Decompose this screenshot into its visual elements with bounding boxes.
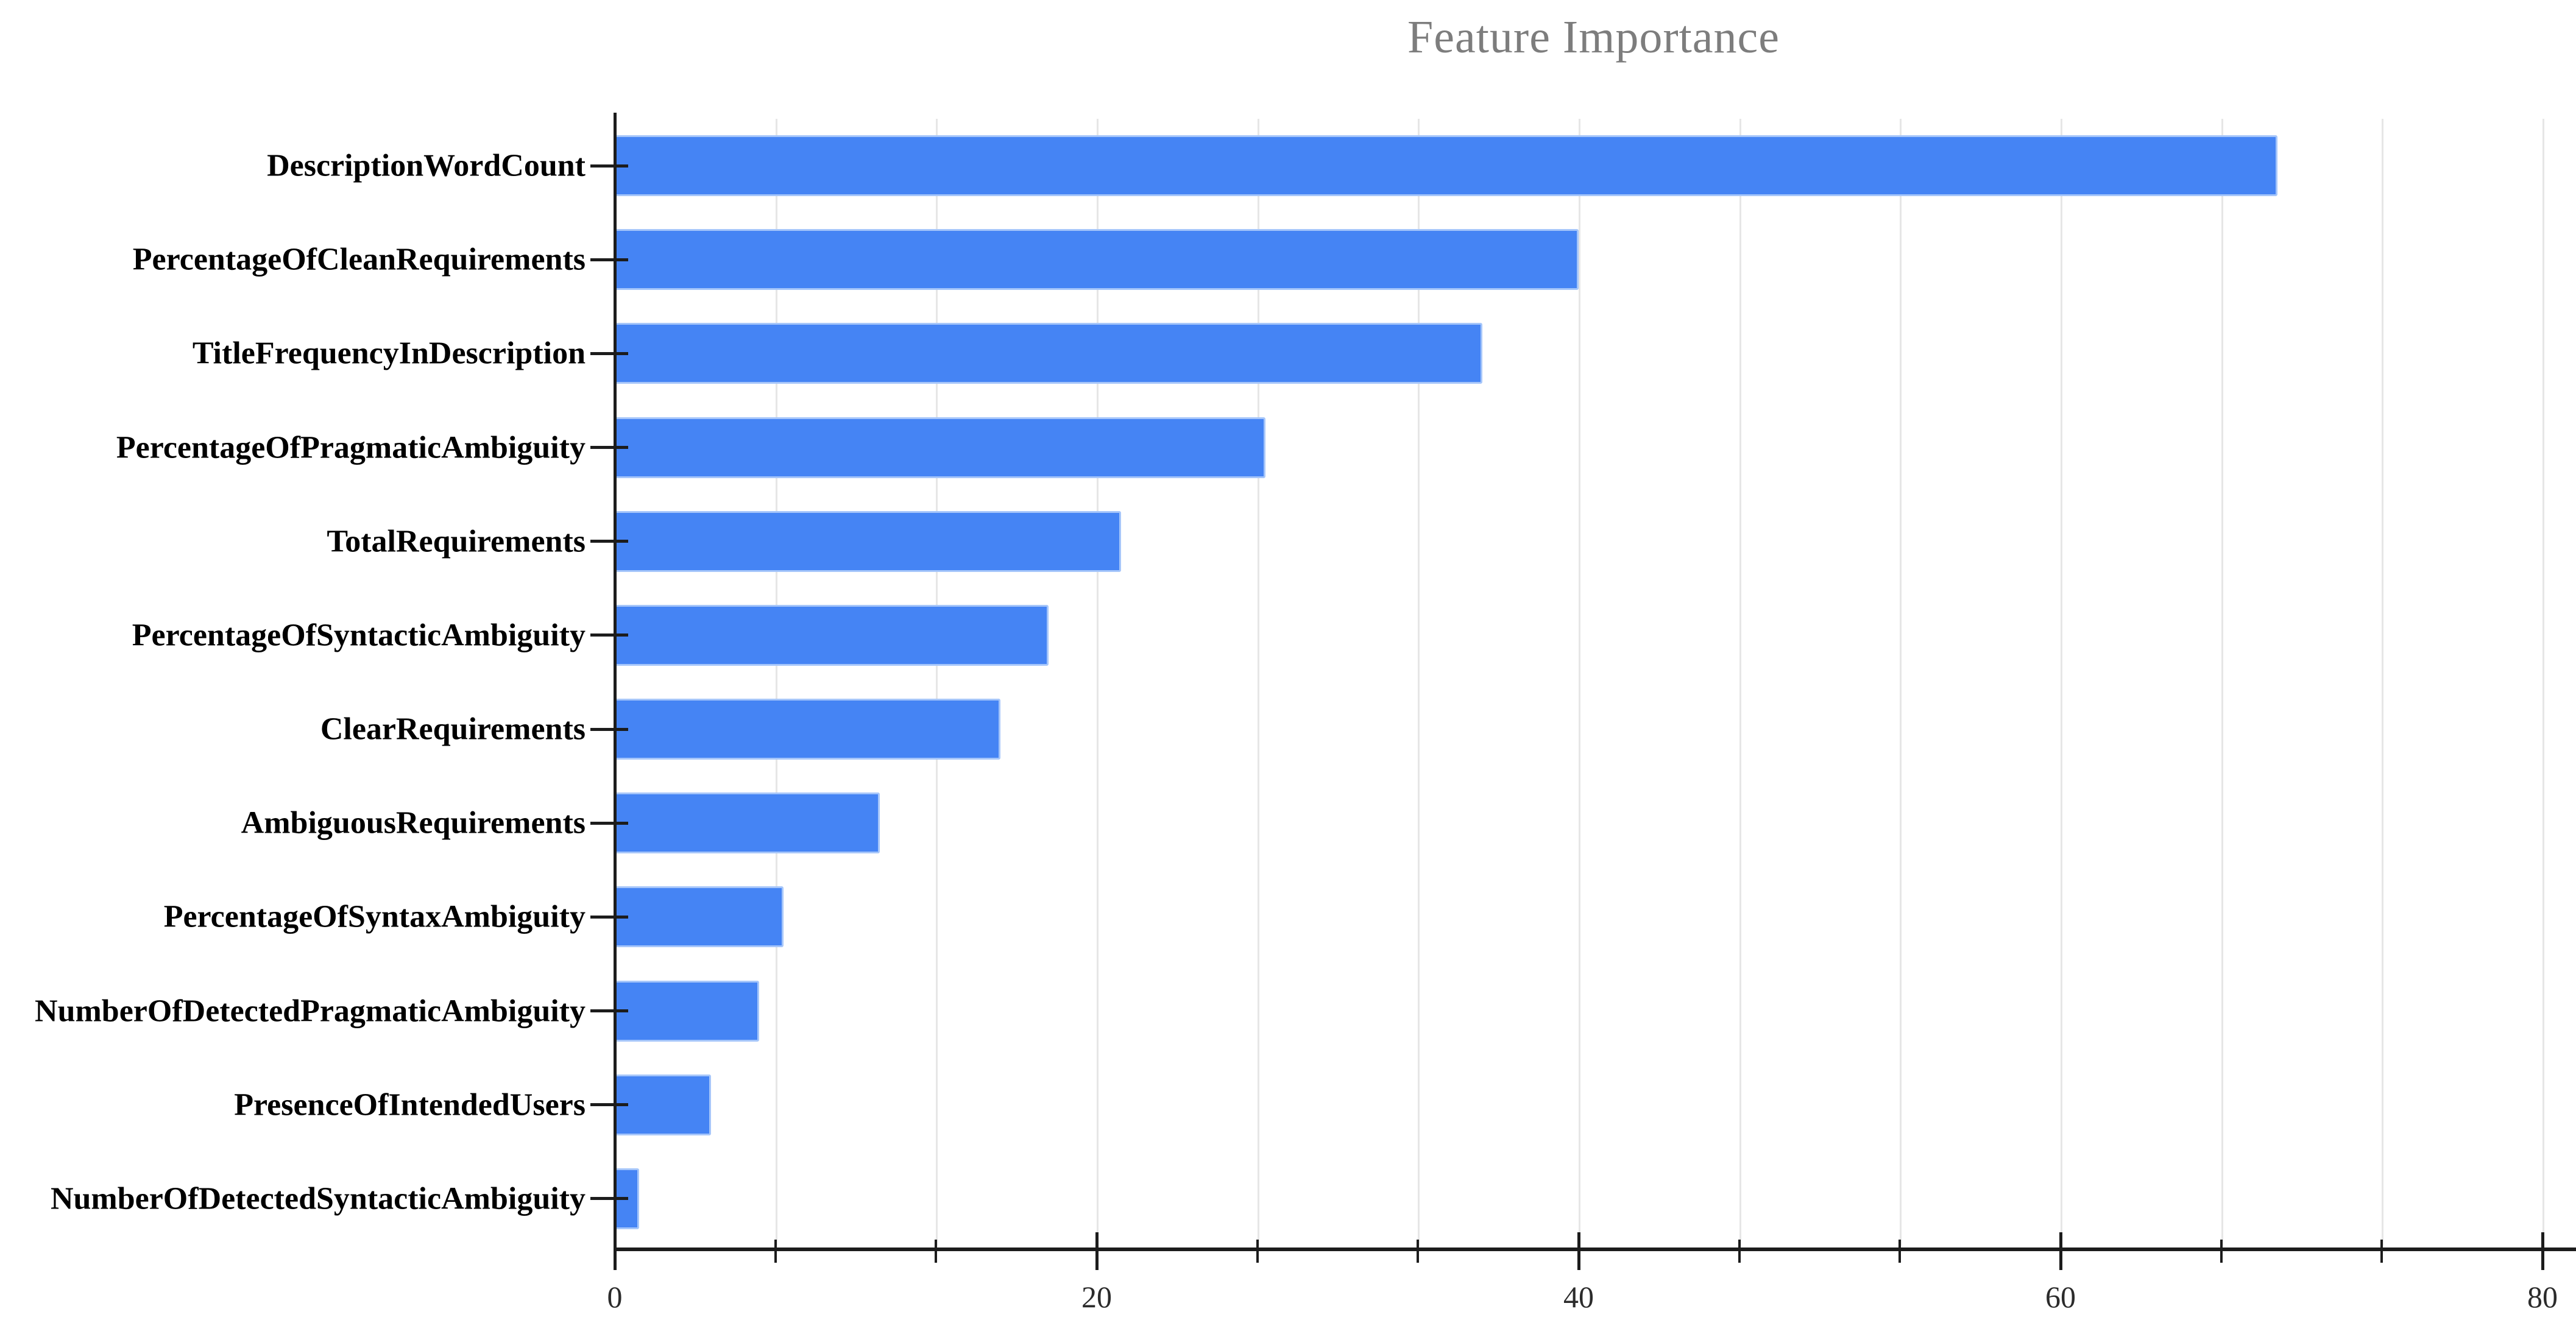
gridline [2061, 119, 2062, 1246]
x-axis-tick-label: 60 [2045, 1280, 2076, 1314]
gridline [936, 119, 938, 1246]
x-axis-minor-tick [2380, 1240, 2383, 1263]
x-axis-major-tick [614, 1232, 617, 1270]
x-axis-minor-tick [774, 1240, 777, 1263]
y-axis-line [614, 113, 617, 1253]
x-axis-major-tick [2541, 1232, 2545, 1270]
chart-title: Feature Importance [1407, 12, 1780, 63]
gridline [2382, 119, 2384, 1246]
gridline [775, 119, 777, 1246]
x-axis-minor-tick [1898, 1240, 1902, 1263]
bar [615, 510, 1121, 572]
gridline [1900, 119, 1902, 1246]
category-label: NumberOfDetectedSyntacticAmbiguity [50, 1181, 586, 1216]
bar [615, 980, 760, 1042]
y-axis-tick [590, 727, 628, 731]
bar [615, 229, 1579, 291]
category-label: DescriptionWordCount [267, 148, 586, 183]
category-label: TotalRequirements [327, 524, 586, 559]
x-axis-minor-tick [935, 1240, 938, 1263]
gridline [1257, 119, 1259, 1246]
y-axis-tick [590, 915, 628, 919]
y-axis-tick [590, 351, 628, 355]
x-axis-tick-label: 0 [607, 1280, 623, 1314]
gridline [2542, 119, 2545, 1246]
x-axis-minor-tick [1738, 1240, 1741, 1263]
bar [615, 699, 1000, 760]
y-axis-tick [590, 446, 628, 450]
x-axis-tick-label: 20 [1081, 1280, 1112, 1314]
y-axis-tick [590, 1103, 628, 1107]
bar [615, 1074, 712, 1135]
y-axis-tick [590, 1197, 628, 1201]
y-axis-tick [590, 633, 628, 637]
x-axis-tick-label: 80 [2527, 1280, 2558, 1314]
category-label: PercentageOfSyntaxAmbiguity [163, 899, 586, 934]
gridline [2221, 119, 2223, 1246]
y-axis-tick [590, 1009, 628, 1013]
bar [615, 792, 880, 854]
y-axis-tick [590, 540, 628, 543]
category-label: ClearRequirements [320, 711, 586, 747]
category-label: NumberOfDetectedPragmaticAmbiguity [35, 993, 586, 1029]
x-axis-major-tick [1577, 1232, 1580, 1270]
category-label: PercentageOfCleanRequirements [132, 242, 586, 277]
x-axis-minor-tick [2220, 1240, 2223, 1263]
x-axis-major-tick [1095, 1232, 1099, 1270]
gridline [1418, 119, 1420, 1246]
gridline [1579, 119, 1580, 1246]
bar [615, 323, 1482, 384]
bar [615, 886, 784, 948]
category-label: TitleFrequencyInDescription [192, 336, 586, 371]
x-axis-major-tick [2059, 1232, 2062, 1270]
bar [615, 604, 1049, 666]
category-label: AmbiguousRequirements [241, 805, 586, 841]
gridline [1097, 119, 1099, 1246]
bar [615, 135, 2277, 197]
x-axis-minor-tick [1256, 1240, 1259, 1263]
category-label: PresenceOfIntendedUsers [234, 1087, 586, 1123]
x-axis-line [614, 1248, 2576, 1251]
category-label: PercentageOfSyntacticAmbiguity [132, 618, 586, 653]
category-label: PercentageOfPragmaticAmbiguity [116, 430, 586, 465]
bar [615, 417, 1265, 478]
x-axis-tick-label: 40 [1563, 1280, 1594, 1314]
gridline [1739, 119, 1741, 1246]
x-axis-minor-tick [1417, 1240, 1420, 1263]
y-axis-tick [590, 258, 628, 261]
y-axis-tick [590, 164, 628, 168]
y-axis-tick [590, 821, 628, 825]
